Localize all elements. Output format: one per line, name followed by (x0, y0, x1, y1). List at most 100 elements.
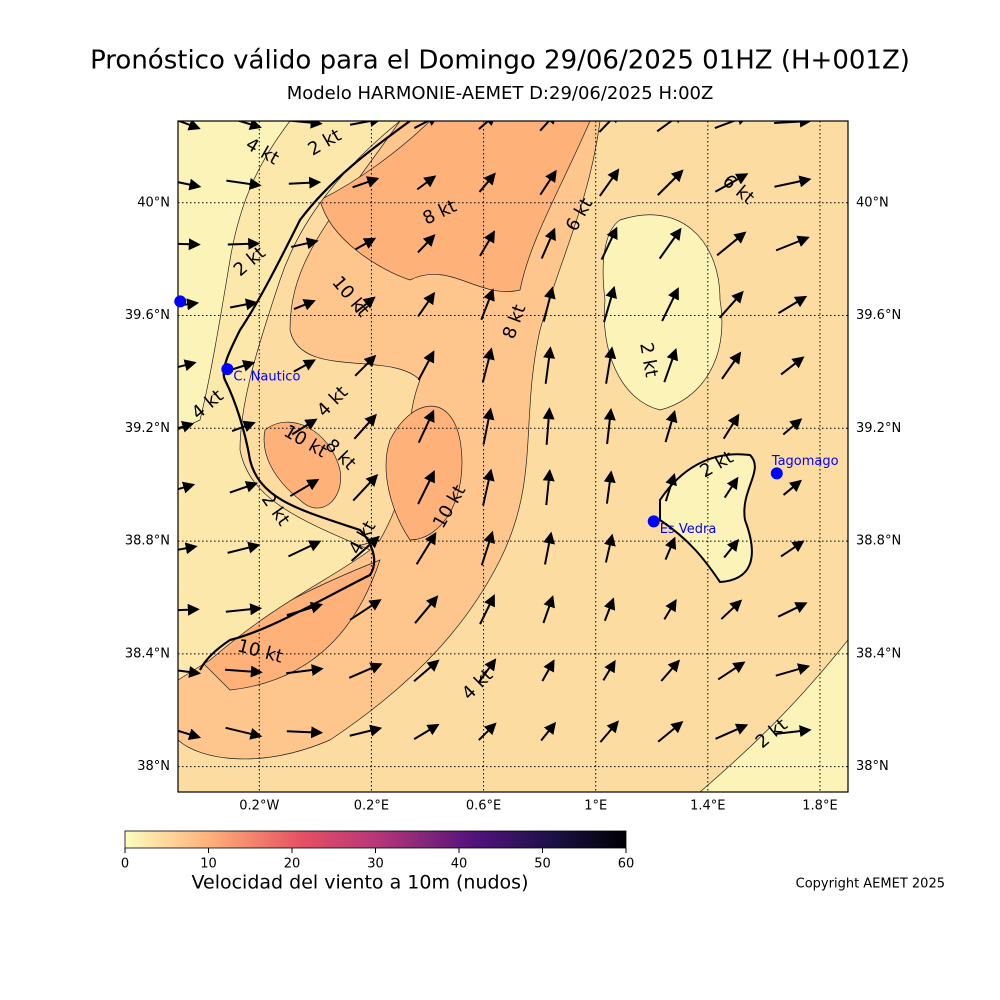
wind-arrow (349, 599, 382, 621)
wind-arrow (602, 659, 616, 681)
station-marker (647, 515, 660, 528)
y-tick-label: 39.2°N (125, 421, 170, 436)
wind-arrow (417, 350, 435, 381)
wind-arrow (603, 470, 616, 504)
station-label: Es Vedra (660, 522, 717, 537)
copyright: Copyright AEMET 2025 (796, 877, 945, 892)
colorbar-tick-label: 60 (618, 857, 635, 872)
wind-arrow (600, 226, 618, 260)
y-tick-label: 39.2°N (856, 421, 901, 436)
station-label: C. Nautico (233, 370, 300, 385)
wind-arrow (543, 346, 555, 384)
wind-arrow (416, 175, 437, 191)
wind-arrow (229, 298, 258, 311)
wind-arrow (721, 351, 742, 380)
wind-arrow (413, 723, 440, 740)
colorbar-tick-label: 40 (451, 857, 468, 872)
wind-arrow (231, 420, 256, 433)
wind-arrow (482, 468, 495, 506)
wind-arrow (780, 540, 805, 558)
colorbar-tick-label: 30 (367, 857, 384, 872)
wind-arrow (291, 418, 318, 436)
x-tick-label: 1.4°E (690, 799, 725, 814)
wind-arrow (599, 168, 620, 197)
wind-arrow (656, 121, 685, 133)
wind-arrow (413, 121, 440, 129)
wind-arrow (603, 597, 616, 622)
map-ticks: 0.2°W 0.2°E 0.6°E 1°E 1.4°E 1.8°E 38°N 38°N 38.4… (125, 121, 901, 814)
wind-arrow (782, 479, 802, 496)
y-tick-label: 38.8°N (856, 534, 901, 549)
wind-arrow (417, 409, 435, 444)
wind-arrow (542, 407, 555, 445)
wind-arrow (289, 478, 320, 497)
wind-arrow (664, 536, 677, 560)
wind-arrow (603, 533, 616, 563)
colorbar-tick-label: 0 (121, 857, 129, 872)
wind-arrow (417, 291, 436, 318)
wind-arrow (178, 421, 195, 433)
colorbar-label: Velocidad del viento a 10m (nudos) (192, 872, 529, 894)
wind-arrow (355, 296, 376, 314)
wind-arrow (603, 407, 616, 445)
wind-arrow (417, 234, 436, 254)
colorbar (124, 830, 627, 849)
wind-arrow (603, 285, 617, 323)
wind-arrow (716, 231, 747, 257)
station-marker (221, 363, 234, 376)
wind-arrow (542, 595, 555, 624)
wind-arrow (658, 227, 682, 260)
wind-arrow (720, 599, 743, 620)
map-frame (177, 120, 849, 793)
y-tick-label: 38°N (856, 759, 889, 774)
wind-arrow (226, 178, 262, 190)
wind-arrow (287, 121, 323, 129)
wind-arrow (178, 665, 202, 678)
wind-arrow (349, 724, 383, 737)
wind-arrow (599, 720, 619, 743)
wind-arrow (481, 347, 495, 383)
wind-arrow (604, 346, 617, 384)
wind-arrow (542, 286, 556, 322)
wind-arrow (663, 347, 679, 383)
wind-arrow (288, 540, 322, 558)
wind-arrow (542, 468, 555, 506)
wind-arrow (480, 530, 495, 566)
wind-arrow (482, 407, 495, 445)
y-tick-label: 38.4°N (125, 646, 170, 661)
station-marker (770, 467, 783, 480)
wind-arrow (539, 169, 557, 196)
y-tick-label: 39.6°N (856, 308, 901, 323)
x-tick-label: 0.2°E (354, 799, 389, 814)
wind-arrow (782, 418, 803, 436)
wind-arrow (778, 295, 808, 314)
y-tick-label: 39.6°N (125, 308, 170, 323)
wind-arrow (286, 726, 324, 739)
wind-arrow (540, 721, 557, 742)
wind-arrow (664, 409, 678, 443)
x-tick-label: 1°E (584, 799, 607, 814)
wind-arrow (780, 356, 805, 376)
wind-arrows (178, 121, 812, 743)
wind-arrow (355, 237, 377, 251)
wind-arrow (178, 238, 201, 251)
wind-arrow (417, 470, 435, 505)
wind-arrow (293, 299, 316, 311)
wind-arrow (718, 290, 744, 319)
wind-arrow (178, 359, 197, 372)
y-tick-label: 38.4°N (856, 646, 901, 661)
map-field (178, 121, 848, 792)
wind-arrow (598, 121, 621, 133)
wind-arrow (415, 532, 437, 565)
wind-arrow (293, 359, 316, 373)
x-tick-label: 1.8°E (802, 799, 837, 814)
title: Pronóstico válido para el Domingo 29/06/… (90, 46, 910, 76)
wind-arrow (541, 659, 555, 682)
wind-arrow (657, 720, 684, 743)
colorbar-tick-label: 50 (534, 857, 551, 872)
wind-arrow (178, 603, 200, 616)
colorbar-tick-label: 20 (284, 857, 301, 872)
wind-arrow (353, 413, 377, 440)
wind-arrow (657, 169, 684, 196)
wind-arrow (722, 413, 740, 440)
